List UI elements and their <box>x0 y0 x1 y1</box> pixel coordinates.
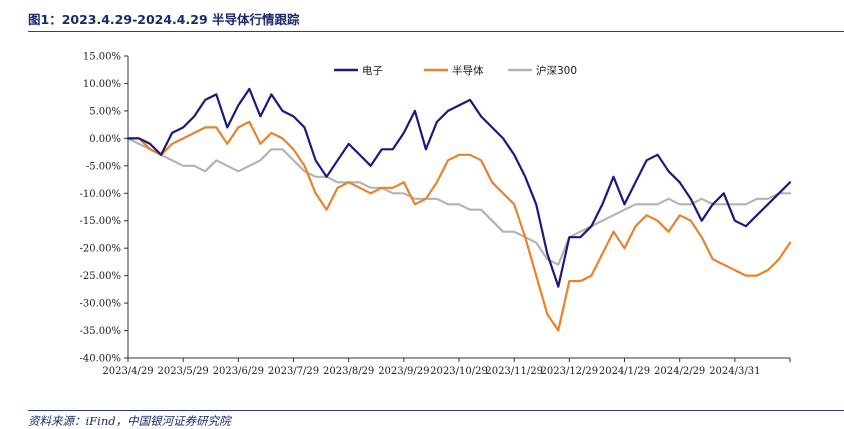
x-tick-label: 2023/7/29 <box>268 366 319 377</box>
x-tick-label: 2024/1/29 <box>599 366 650 377</box>
x-tick-label: 2023/10/29 <box>430 366 488 377</box>
y-tick-label: -25.00% <box>79 271 121 282</box>
y-tick-label: -40.00% <box>79 354 121 365</box>
series-line-1 <box>126 120 792 332</box>
legend-label-1: 半导体 <box>452 64 484 77</box>
x-tick-label: 2023/8/29 <box>323 366 374 377</box>
y-tick-label: -35.00% <box>79 326 121 337</box>
y-tick-label: -5.00% <box>86 161 121 172</box>
axes-layer: 15.00% 10.00% 5.00% 0.00% -5.00% -10.00% -15.0… <box>79 52 791 377</box>
y-tick-label: -10.00% <box>79 189 121 200</box>
series-layer <box>126 87 792 332</box>
y-tick-label: 5.00% <box>89 106 121 117</box>
x-tick-label: 2023/12/29 <box>541 366 599 377</box>
data-source-note: 资料来源：iFind，中国银河证券研究院 <box>28 414 231 428</box>
series-line-2 <box>126 137 792 266</box>
legend: 电子 半导体 沪深300 <box>334 64 577 77</box>
x-tick-label: 2023/6/29 <box>213 366 264 377</box>
x-tick-label: 2023/11/29 <box>485 366 543 377</box>
chart-title: 图1：2023.4.29-2024.4.29 半导体行情跟踪 <box>28 12 300 27</box>
x-tick-label: 2023/9/29 <box>378 366 429 377</box>
header-divider <box>28 31 844 32</box>
series-line-0 <box>126 87 792 288</box>
footer-divider <box>28 410 844 411</box>
x-tick-label: 2023/4/29 <box>102 366 153 377</box>
x-tick-label: 2023/5/29 <box>158 366 209 377</box>
y-tick-label: -20.00% <box>79 244 121 255</box>
x-tick-label: 2024/3/31 <box>709 366 760 377</box>
line-chart: 15.00% 10.00% 5.00% 0.00% -5.00% -10.00% -15.0… <box>79 52 792 377</box>
y-tick-label: 15.00% <box>83 52 121 63</box>
y-tick-label: -30.00% <box>79 299 121 310</box>
y-tick-label: -15.00% <box>79 216 121 227</box>
legend-label-2: 沪深300 <box>536 64 577 77</box>
x-tick-label: 2024/2/29 <box>654 366 705 377</box>
y-tick-label: 10.00% <box>83 79 121 90</box>
legend-label-0: 电子 <box>362 64 383 77</box>
y-tick-label: 0.00% <box>89 134 121 145</box>
